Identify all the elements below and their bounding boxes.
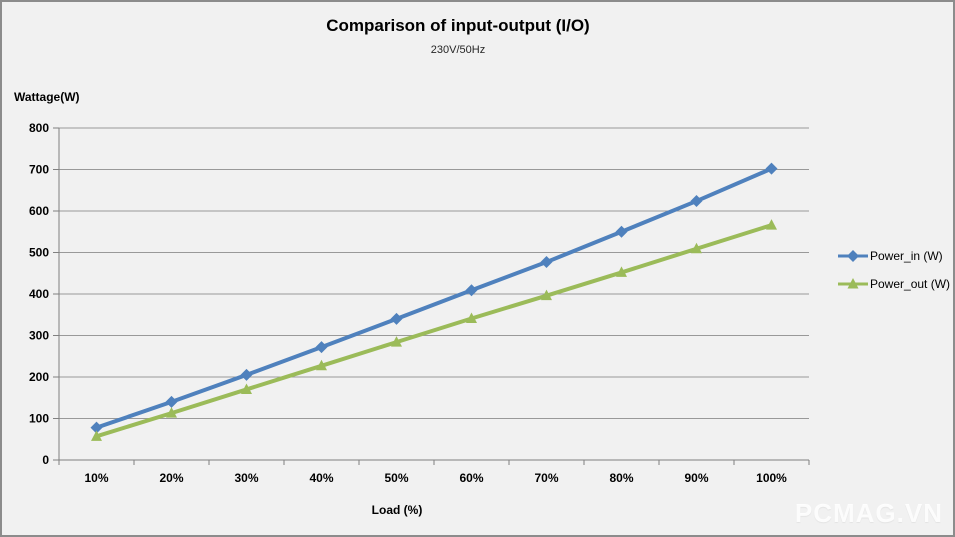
chart-subtitle: 230V/50Hz bbox=[430, 44, 486, 56]
x-axis-title: Load (%) bbox=[371, 503, 423, 517]
y-tick-label: 800 bbox=[29, 121, 49, 135]
x-tick-label: 80% bbox=[609, 471, 633, 485]
power-out-marker bbox=[166, 407, 177, 418]
power-in-line bbox=[94, 166, 774, 430]
legend-label-power-out: Power_out (W) bbox=[870, 277, 951, 291]
y-tick-label: 500 bbox=[29, 246, 49, 260]
power-out-marker bbox=[241, 383, 252, 394]
power-out-marker bbox=[466, 312, 477, 323]
y-tick-label: 600 bbox=[29, 204, 49, 218]
power-in-marker bbox=[90, 421, 103, 434]
power-out-marker bbox=[391, 336, 402, 347]
power-in-marker bbox=[240, 368, 253, 381]
x-tick-label: 30% bbox=[234, 471, 258, 485]
power-out-legend-marker bbox=[838, 278, 868, 289]
power-out-line bbox=[94, 223, 774, 439]
y-tick-label: 300 bbox=[29, 329, 49, 343]
power-in-marker bbox=[165, 395, 178, 408]
y-tick-label: 400 bbox=[29, 287, 49, 301]
y-axis-title: Wattage(W) bbox=[14, 90, 80, 104]
power-out-marker bbox=[91, 430, 102, 441]
power-out-marker bbox=[316, 359, 327, 371]
legend-item-power-out: Power_out (W) bbox=[838, 273, 950, 295]
watermark: PCMAG.VN bbox=[794, 498, 943, 528]
x-tick-label: 90% bbox=[684, 471, 708, 485]
x-tick-label: 100% bbox=[756, 471, 787, 485]
power-in-marker bbox=[315, 341, 328, 354]
power-in-marker bbox=[465, 284, 478, 297]
x-tick-label: 40% bbox=[309, 471, 333, 485]
y-tick-label: 200 bbox=[29, 370, 49, 384]
power-out-marker bbox=[691, 242, 702, 254]
power-in-legend-marker bbox=[838, 250, 868, 262]
power-in-marker bbox=[540, 256, 553, 269]
power-out-marker bbox=[616, 266, 627, 277]
y-tick-label: 0 bbox=[42, 453, 49, 467]
legend-item-power-in: Power_in (W) bbox=[838, 245, 950, 267]
legend-label-power-in: Power_in (W) bbox=[870, 249, 943, 263]
power-out-marker bbox=[541, 289, 552, 301]
x-tick-label: 50% bbox=[384, 471, 408, 485]
x-tick-label: 20% bbox=[159, 471, 183, 485]
power-in-marker bbox=[690, 195, 703, 208]
x-tick-label: 60% bbox=[459, 471, 483, 485]
power-in-marker bbox=[615, 225, 628, 238]
y-tick-label: 100 bbox=[29, 412, 49, 426]
chart-title: Comparison of input-output (I/O) bbox=[326, 16, 590, 35]
legend: Power_in (W) Power_out (W) bbox=[838, 245, 950, 301]
y-tick-label: 700 bbox=[29, 163, 49, 177]
power-in-marker bbox=[765, 162, 778, 175]
x-tick-label: 70% bbox=[534, 471, 558, 485]
x-tick-label: 10% bbox=[84, 471, 108, 485]
power-out-marker bbox=[766, 219, 777, 230]
power-in-marker bbox=[390, 312, 403, 325]
